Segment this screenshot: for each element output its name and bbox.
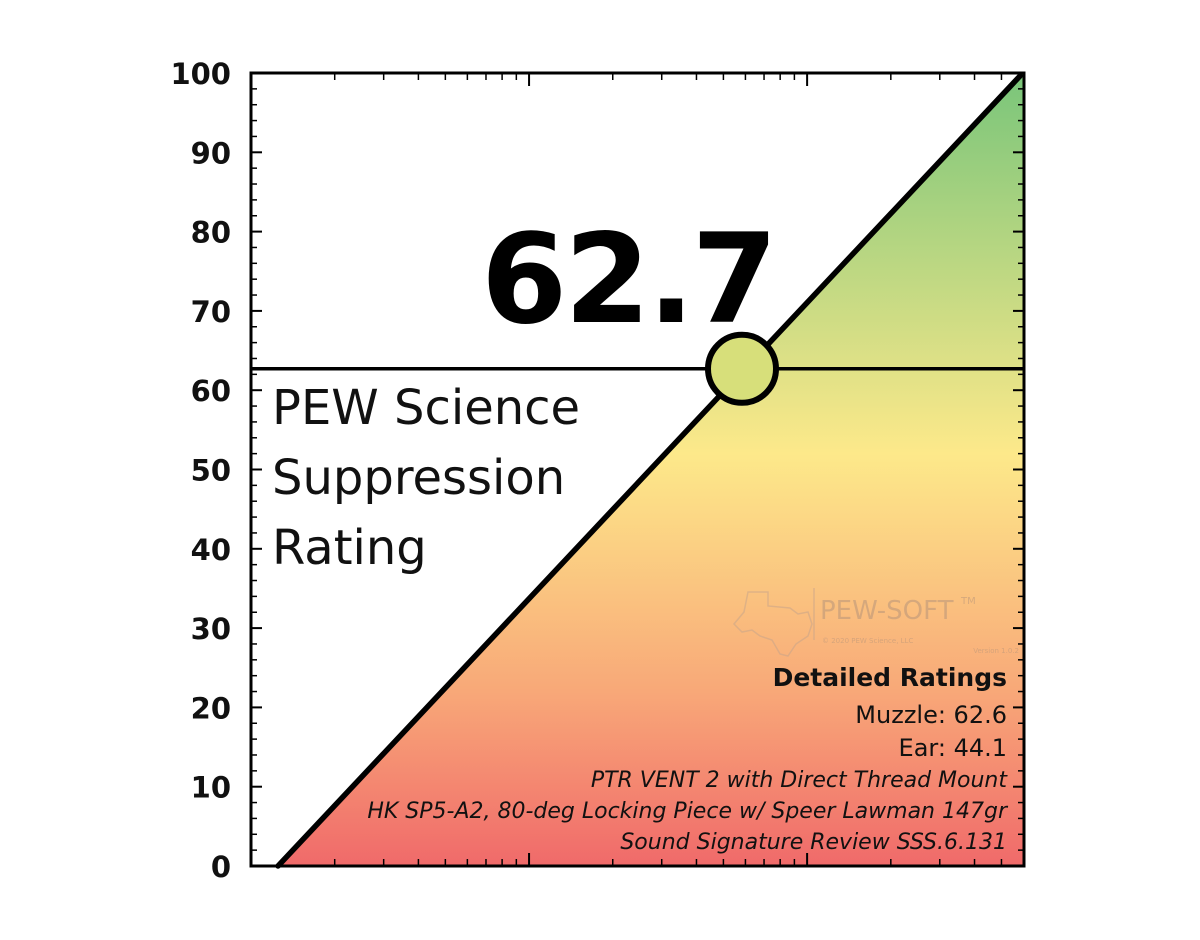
- watermark-copyright: © 2020 PEW Science, LLC: [822, 637, 913, 645]
- rating-title-line-1: PEW Science: [272, 380, 580, 436]
- detailed-ratings-heading: Detailed Ratings: [773, 663, 1007, 692]
- y-axis-ticks: [251, 72, 1024, 867]
- texas-pistol-icon: [732, 591, 813, 657]
- y-tick-label: 20: [191, 691, 231, 725]
- muzzle-rating: Muzzle: 62.6: [855, 701, 1007, 729]
- x-axis-ticks: [250, 73, 1025, 866]
- y-tick-label: 80: [191, 216, 231, 250]
- ear-rating: Ear: 44.1: [899, 734, 1007, 762]
- pew-soft-watermark: PEW-SOFT TM © 2020 PEW Science, LLC Vers…: [732, 588, 1019, 657]
- y-tick-label: 30: [191, 612, 231, 646]
- y-tick-label: 70: [191, 295, 231, 329]
- y-tick-label: 0: [211, 850, 231, 884]
- review-id: Sound Signature Review SSS.6.131: [620, 830, 1007, 855]
- y-axis-tick-labels: 0 10 20 30 40 50 60 70 80 90 100: [170, 57, 231, 884]
- rating-diagonal-line: [275, 73, 1023, 869]
- rating-value: 62.7: [481, 208, 775, 352]
- y-tick-label: 10: [191, 771, 231, 805]
- rating-title-line-3: Rating: [272, 520, 427, 576]
- rating-title-line-2: Suppression: [272, 450, 565, 506]
- device-name: PTR VENT 2 with Direct Thread Mount: [591, 768, 1009, 793]
- y-tick-label: 50: [191, 454, 231, 488]
- watermark-version: Version 1.0.2: [973, 647, 1019, 655]
- y-tick-label: 60: [191, 374, 231, 408]
- y-tick-label: 100: [170, 57, 231, 91]
- detailed-ratings: Detailed Ratings Muzzle: 62.6 Ear: 44.1 …: [367, 663, 1009, 855]
- host-description: HK SP5-A2, 80-deg Locking Piece w/ Speer…: [367, 799, 1009, 824]
- rating-marker: [705, 331, 780, 406]
- watermark-trademark: TM: [960, 596, 976, 607]
- y-tick-label: 40: [191, 533, 231, 567]
- watermark-brand: PEW-SOFT: [820, 596, 954, 626]
- y-tick-label: 90: [191, 136, 231, 170]
